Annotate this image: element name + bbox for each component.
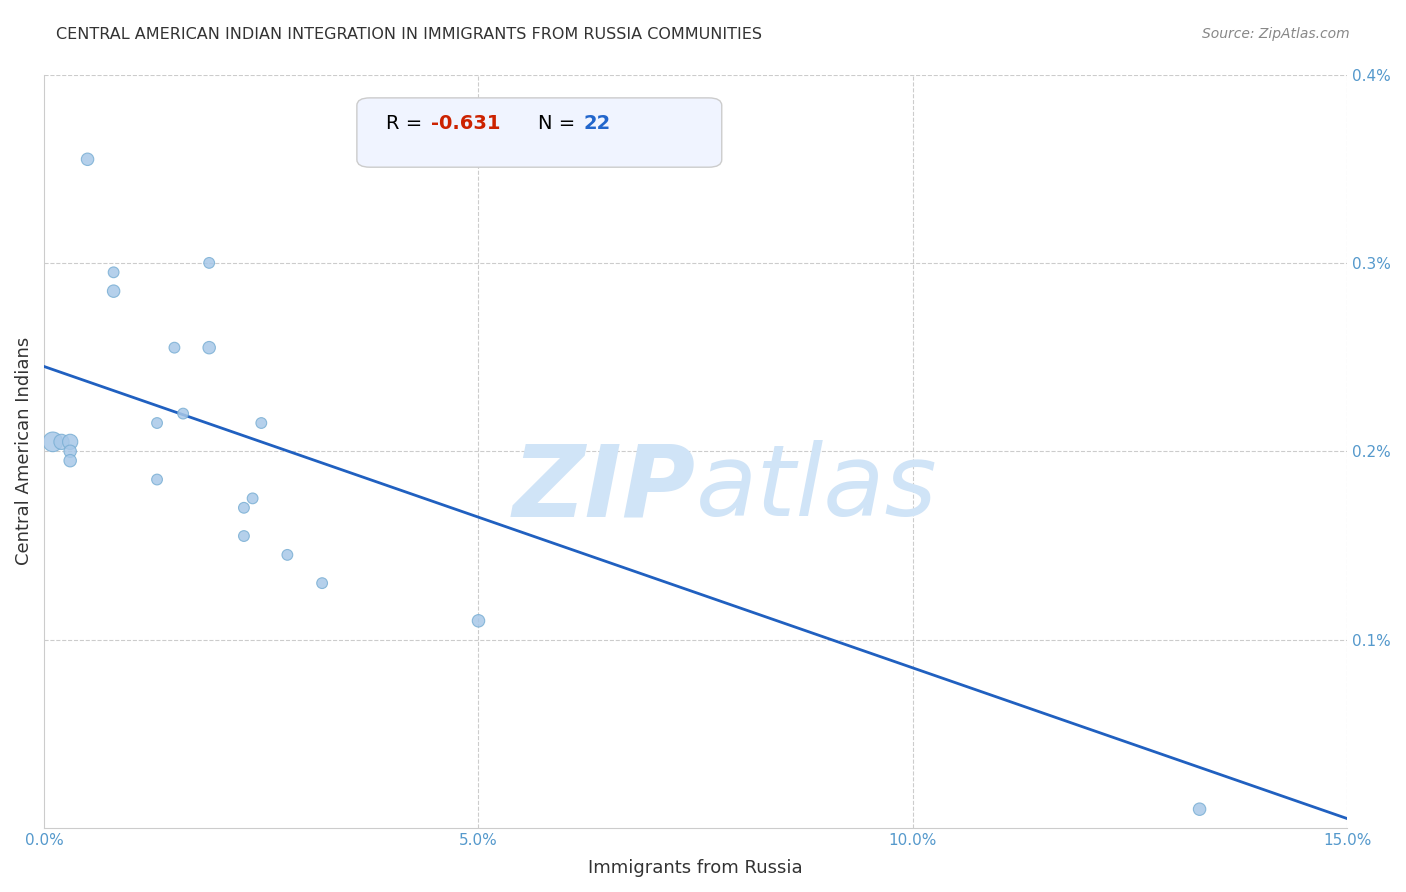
X-axis label: Immigrants from Russia: Immigrants from Russia <box>588 859 803 877</box>
Point <box>103 265 125 279</box>
Text: R =: R = <box>387 114 429 133</box>
Point <box>103 284 125 298</box>
Text: 22: 22 <box>583 114 610 133</box>
Point <box>250 416 273 430</box>
Point <box>146 416 169 430</box>
Text: ZIP: ZIP <box>513 441 696 538</box>
Point <box>42 434 65 449</box>
Point <box>1188 802 1211 816</box>
Text: N =: N = <box>537 114 581 133</box>
Point <box>232 500 254 515</box>
Y-axis label: Central American Indians: Central American Indians <box>15 337 32 566</box>
Point <box>242 491 264 506</box>
Text: CENTRAL AMERICAN INDIAN INTEGRATION IN IMMIGRANTS FROM RUSSIA COMMUNITIES: CENTRAL AMERICAN INDIAN INTEGRATION IN I… <box>56 27 762 42</box>
Point <box>467 614 489 628</box>
Point <box>51 434 73 449</box>
Point <box>163 341 186 355</box>
Text: atlas: atlas <box>696 441 938 538</box>
Text: -0.631: -0.631 <box>432 114 501 133</box>
Point <box>198 341 221 355</box>
Point <box>59 444 82 458</box>
Text: Source: ZipAtlas.com: Source: ZipAtlas.com <box>1202 27 1350 41</box>
Point <box>172 407 194 421</box>
Point <box>232 529 254 543</box>
Point <box>76 153 98 167</box>
FancyBboxPatch shape <box>357 98 721 167</box>
Point <box>59 434 82 449</box>
Point <box>276 548 298 562</box>
Point <box>198 256 221 270</box>
Point <box>59 453 82 467</box>
Point <box>146 473 169 487</box>
Point <box>311 576 333 591</box>
